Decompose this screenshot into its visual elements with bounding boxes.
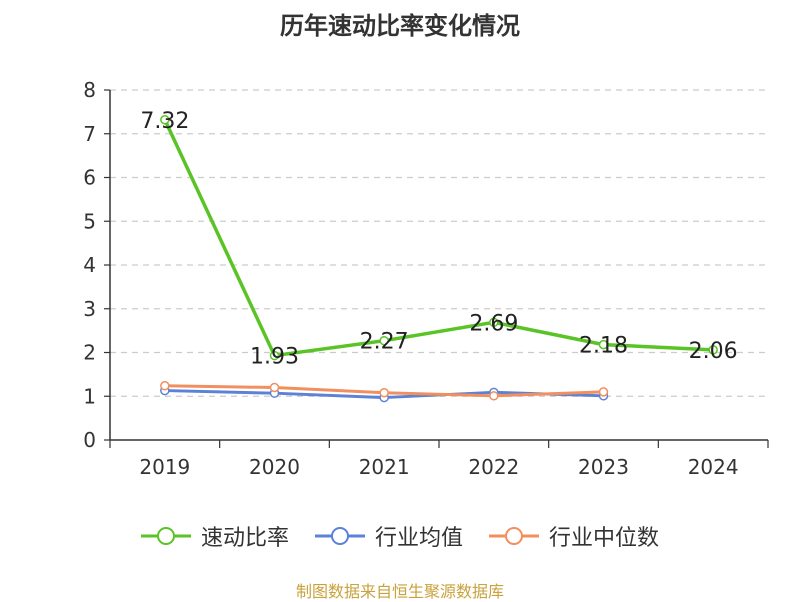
- x-tick-label: 2022: [468, 455, 519, 479]
- data-point: [489, 317, 499, 328]
- y-tick-label: 5: [83, 209, 96, 233]
- legend-item-quick-ratio[interactable]: 速动比率: [140, 520, 289, 552]
- legend-marker-quick-ratio: [140, 527, 191, 545]
- y-tick-label: 2: [83, 341, 96, 365]
- data-label: 1.93: [250, 345, 299, 370]
- x-tick-label: 2024: [688, 455, 739, 479]
- data-label: 2.06: [689, 339, 738, 364]
- x-tick-label: 2023: [578, 455, 629, 479]
- y-tick-label: 1: [83, 384, 96, 408]
- data-point: [379, 335, 389, 346]
- legend-item-industry-mean[interactable]: 行业均值: [314, 520, 463, 552]
- y-tick-label: 3: [83, 297, 96, 321]
- x-tick-label: 2020: [249, 455, 300, 479]
- y-tick-label: 4: [83, 253, 96, 277]
- legend-label-industry-mean: 行业均值: [374, 526, 463, 551]
- data-point: [598, 339, 609, 350]
- x-tick-label: 2019: [139, 455, 190, 479]
- data-point: [379, 388, 389, 398]
- data-label: 2.27: [360, 330, 409, 355]
- data-point: [160, 381, 170, 391]
- y-tick-label: 6: [83, 166, 96, 190]
- legend-label-quick-ratio: 速动比率: [200, 526, 289, 551]
- y-tick-label: 8: [83, 78, 96, 102]
- x-tick-label: 2021: [359, 455, 410, 479]
- data-point: [160, 115, 170, 125]
- series-line: [163, 119, 714, 358]
- data-point: [269, 382, 280, 393]
- y-tick-label: 7: [83, 122, 96, 146]
- data-label: 7.32: [140, 109, 189, 134]
- data-point: [708, 345, 718, 355]
- data-label: 2.69: [469, 311, 518, 336]
- legend-marker-industry-mean: [314, 527, 365, 545]
- data-source-note: 制图数据来自恒生聚源数据库: [295, 582, 504, 601]
- legend-label-industry-median: 行业中位数: [549, 526, 660, 551]
- line-chart: 0 1 2 3 4 5 6 7 8 2019 2020 2021 2022 2023 2024 7.32 1.9…: [83, 78, 769, 479]
- legend-item-industry-median[interactable]: 行业中位数: [489, 520, 659, 552]
- data-point: [489, 391, 499, 401]
- y-tick-label: 0: [83, 428, 96, 452]
- data-point: [269, 350, 280, 361]
- chart-title: 历年速动比率变化情况: [280, 12, 520, 40]
- data-point: [598, 387, 609, 397]
- legend-marker-industry-median: [489, 527, 539, 545]
- data-label: 2.18: [579, 334, 628, 359]
- legend: 速动比率 行业均值 行业中位数: [0, 520, 800, 552]
